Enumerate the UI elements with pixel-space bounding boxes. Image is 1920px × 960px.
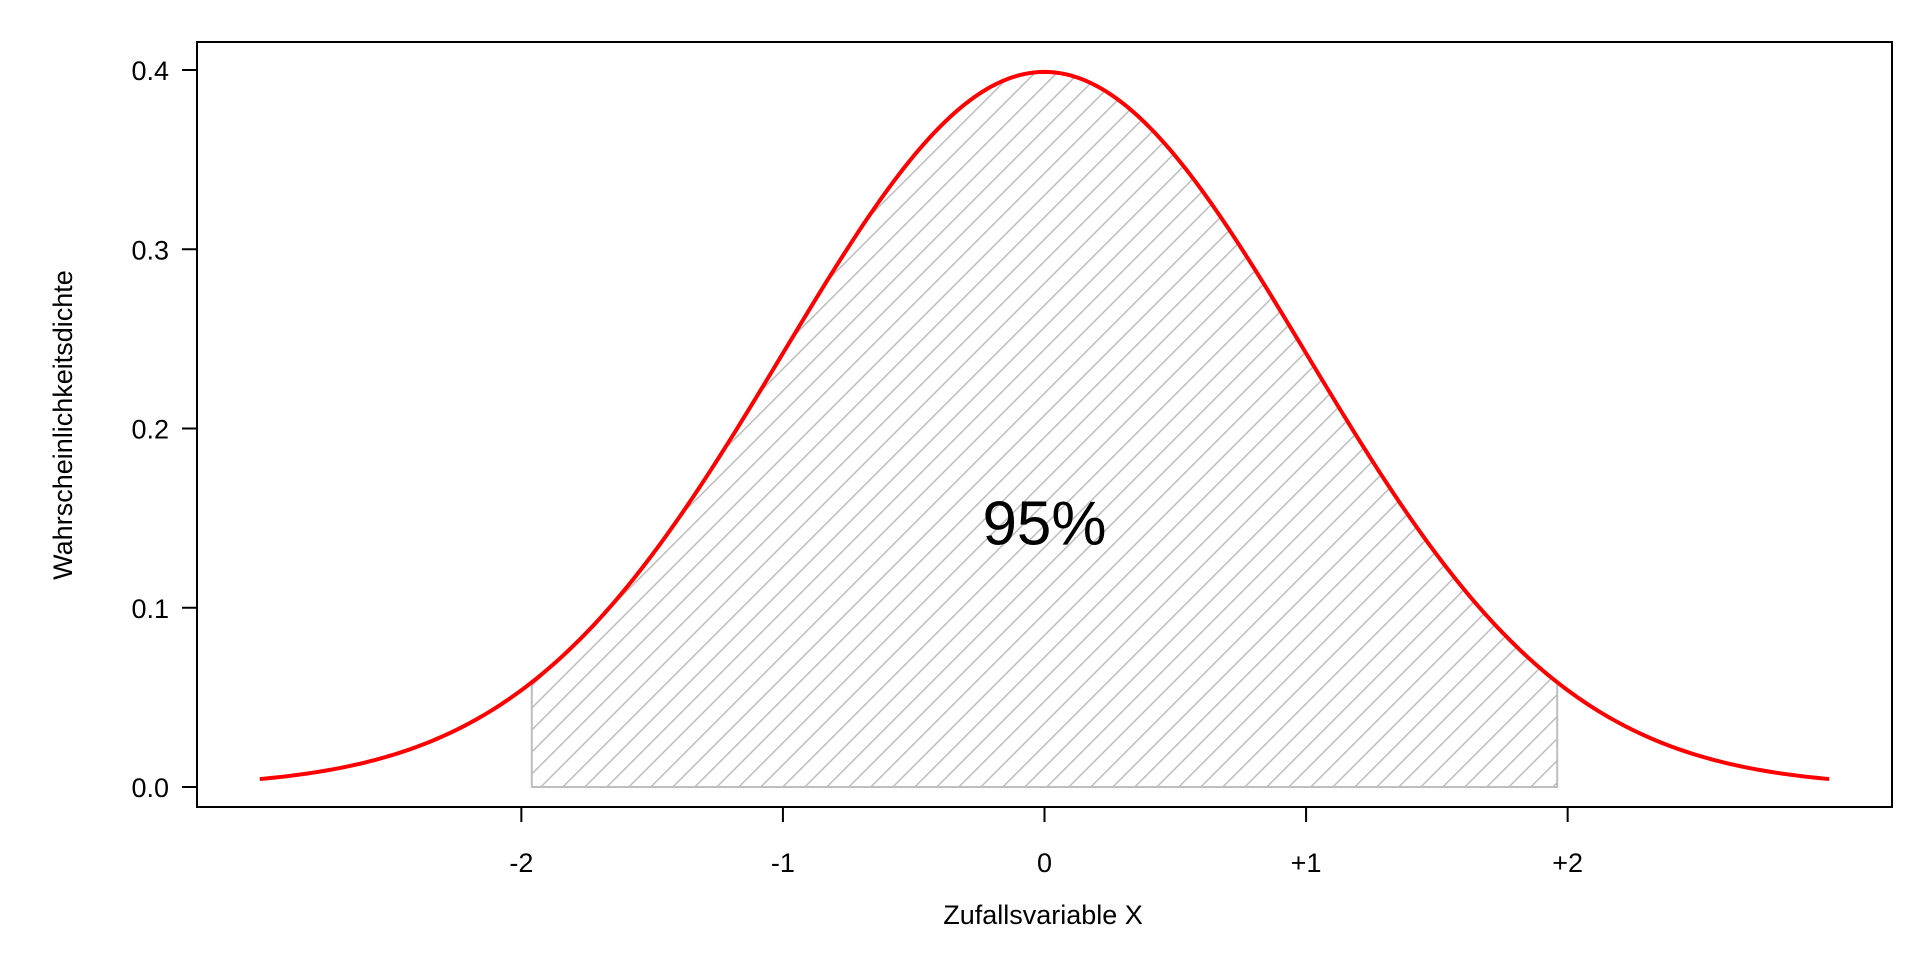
hatch-line <box>531 71 1127 787</box>
hatch-line <box>540 71 1259 787</box>
x-tick-label: +1 <box>1291 848 1322 878</box>
hatch-line <box>1310 71 1558 787</box>
x-tick-label: -1 <box>771 848 795 878</box>
hatch-line <box>531 71 1193 787</box>
y-tick-label: 0.3 <box>131 235 169 265</box>
y-tick-label: 0.0 <box>131 773 169 803</box>
hatch-line <box>1398 71 1558 787</box>
hatch-line <box>980 71 1558 787</box>
x-tick-label: +2 <box>1552 848 1583 878</box>
hatch-line <box>1266 71 1558 787</box>
density-curve <box>259 69 1830 782</box>
y-tick-label: 0.2 <box>131 415 169 445</box>
hatch-line <box>1332 71 1558 787</box>
hatch-line <box>531 71 1105 787</box>
hatch-line <box>1354 71 1558 787</box>
hatch-line <box>531 71 1237 787</box>
y-tick-label: 0.1 <box>131 594 169 624</box>
x-axis: -2 -1 0 +1 +2 <box>509 806 1583 878</box>
hatch-line <box>531 71 1215 787</box>
hatch-line <box>1244 71 1558 787</box>
hatch-line <box>1376 71 1558 787</box>
hatch-line <box>1222 71 1558 787</box>
y-axis-title: Wahrscheinlichkeitsdichte <box>48 270 78 580</box>
hatch-line <box>584 71 1303 787</box>
hatch-line <box>531 71 1171 787</box>
y-tick-label: 0.4 <box>131 56 169 86</box>
hatch-line <box>562 71 1281 787</box>
y-axis: 0.0 0.1 0.2 0.3 0.4 <box>131 56 198 803</box>
shaded-area-label: 95% <box>982 490 1106 559</box>
x-axis-title: Zufallsvariable X <box>943 900 1143 930</box>
hatch-line <box>1200 71 1558 787</box>
x-tick-label: 0 <box>1037 848 1052 878</box>
x-tick-label: -2 <box>509 848 533 878</box>
hatch-line <box>1288 71 1558 787</box>
